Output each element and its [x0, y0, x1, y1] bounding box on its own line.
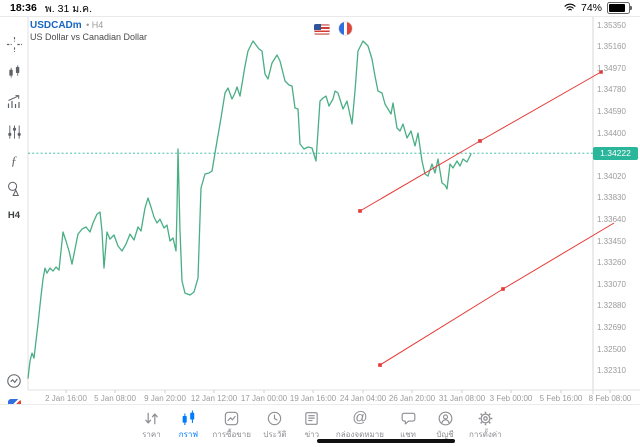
indicator-settings-icon[interactable]	[0, 124, 28, 140]
price-chart[interactable]	[0, 17, 640, 405]
battery-icon	[607, 2, 632, 14]
price-axis-label: 1.33260	[597, 258, 626, 268]
lower-trendline	[379, 222, 615, 366]
home-indicator[interactable]	[317, 439, 455, 443]
clock-time: 18:36	[10, 2, 37, 14]
canada-flag-icon	[339, 22, 352, 35]
history-icon	[266, 409, 283, 427]
wifi-icon	[564, 2, 576, 15]
objects-icon[interactable]	[0, 180, 28, 197]
price-axis-label: 1.32500	[597, 344, 626, 354]
indicators-icon[interactable]	[0, 94, 28, 110]
account-icon	[437, 409, 454, 427]
symbol-description: US Dollar vs Canadian Dollar	[30, 32, 148, 42]
nav-label-account: บัญชี	[436, 430, 454, 439]
status-right: 74%	[564, 2, 632, 15]
nav-label-mailbox: กล่องจดหมาย	[335, 430, 384, 439]
upper-trendline-anchor	[599, 70, 603, 74]
mailbox-icon: @	[352, 409, 368, 426]
left-toolbar: ƒ H4	[0, 17, 28, 412]
date-axis-label: 9 Jan 20:00	[144, 394, 186, 403]
us-flag-icon	[314, 24, 330, 35]
nav-item-quotes[interactable]: ราคา	[138, 409, 164, 441]
date-axis-label: 17 Jan 00:00	[240, 394, 288, 403]
date-axis-label: 5 Jan 08:00	[94, 394, 136, 403]
date-axis-label: 24 Jan 04:00	[339, 394, 387, 403]
price-axis-label: 1.34970	[597, 63, 626, 73]
nav-label-chat: แชท	[400, 430, 416, 439]
upper-trendline-anchor	[358, 209, 362, 213]
nav-label-quotes: ราคา	[142, 430, 161, 439]
date-axis-label: 19 Jan 16:00	[289, 394, 337, 403]
crosshair-icon[interactable]	[0, 36, 28, 53]
function-icon[interactable]: ƒ	[10, 153, 18, 168]
price-axis-label: 1.32880	[597, 301, 626, 311]
date-axis-label: 2 Jan 16:00	[45, 394, 87, 403]
current-price-badge: 1.34222	[593, 146, 638, 160]
nav-label-chart: กราฟ	[178, 430, 199, 439]
news-icon	[303, 409, 320, 427]
battery-percent: 74%	[580, 2, 602, 14]
chart-area[interactable]: USDCADm • H4 US Dollar vs Canadian Dolla…	[0, 16, 640, 412]
date-axis-label: 5 Feb 16:00	[539, 394, 583, 403]
lower-trendline-anchor	[501, 287, 505, 291]
chat-icon	[400, 409, 417, 427]
chart-icon	[180, 409, 197, 427]
nav-label-news: ข่าว	[304, 430, 320, 439]
date-axis-label: 26 Jan 20:00	[388, 394, 436, 403]
chart-header: USDCADm • H4 US Dollar vs Canadian Dolla…	[30, 19, 147, 42]
price-axis-label: 1.35160	[597, 42, 626, 52]
quotes-icon	[143, 409, 160, 427]
price-axis-label: 1.34020	[597, 171, 626, 181]
price-axis-label: 1.33640	[597, 214, 626, 224]
price-axis-label: 1.32310	[597, 366, 626, 376]
nav-item-history[interactable]: ประวัติ	[262, 409, 288, 441]
upper-trendline-anchor	[478, 139, 482, 143]
price-axis-label: 1.34590	[597, 106, 626, 116]
nav-item-account[interactable]: บัญชี	[432, 409, 458, 441]
price-axis-label: 1.34400	[597, 128, 626, 138]
price-axis-label: 1.32690	[597, 322, 626, 332]
timeframe-label[interactable]: • H4	[86, 20, 104, 30]
nav-item-mailbox[interactable]: @ กล่องจดหมาย	[336, 409, 384, 441]
nav-label-trade: การซื้อขาย	[212, 430, 251, 439]
nav-item-chart[interactable]: กราฟ	[175, 409, 201, 441]
settings-icon	[477, 409, 494, 427]
trade-levels-icon[interactable]	[0, 373, 28, 389]
status-date: พ. 31 ม.ค.	[44, 2, 92, 15]
price-axis-label: 1.33830	[597, 193, 626, 203]
nav-item-news[interactable]: ข่าว	[299, 409, 325, 441]
symbol-name[interactable]: USDCADm	[30, 20, 82, 31]
nav-label-settings: การตั้งค่า	[469, 430, 502, 439]
date-axis-label: 12 Jan 12:00	[190, 394, 238, 403]
timeframe-button[interactable]: H4	[7, 210, 21, 221]
date-axis-label: 8 Feb 08:00	[588, 394, 632, 403]
status-left: 18:36 พ. 31 ม.ค.	[10, 0, 92, 17]
date-axis-label: 3 Feb 00:00	[489, 394, 533, 403]
date-axis-label: 31 Jan 08:00	[438, 394, 486, 403]
price-axis-label: 1.33070	[597, 279, 626, 289]
lower-trendline-anchor	[378, 363, 382, 367]
nav-label-history: ประวัติ	[263, 430, 287, 439]
price-line	[27, 40, 472, 379]
status-bar: 18:36 พ. 31 ม.ค. 74%	[0, 0, 640, 16]
candlestick-icon[interactable]	[0, 64, 28, 80]
price-axis-label: 1.33450	[597, 236, 626, 246]
price-axis-label: 1.34780	[597, 85, 626, 95]
trade-icon	[223, 409, 240, 427]
nav-item-settings[interactable]: การตั้งค่า	[469, 409, 502, 441]
price-axis-label: 1.35350	[597, 20, 626, 30]
nav-item-trade[interactable]: การซื้อขาย	[212, 409, 251, 441]
nav-item-chat[interactable]: แชท	[395, 409, 421, 441]
